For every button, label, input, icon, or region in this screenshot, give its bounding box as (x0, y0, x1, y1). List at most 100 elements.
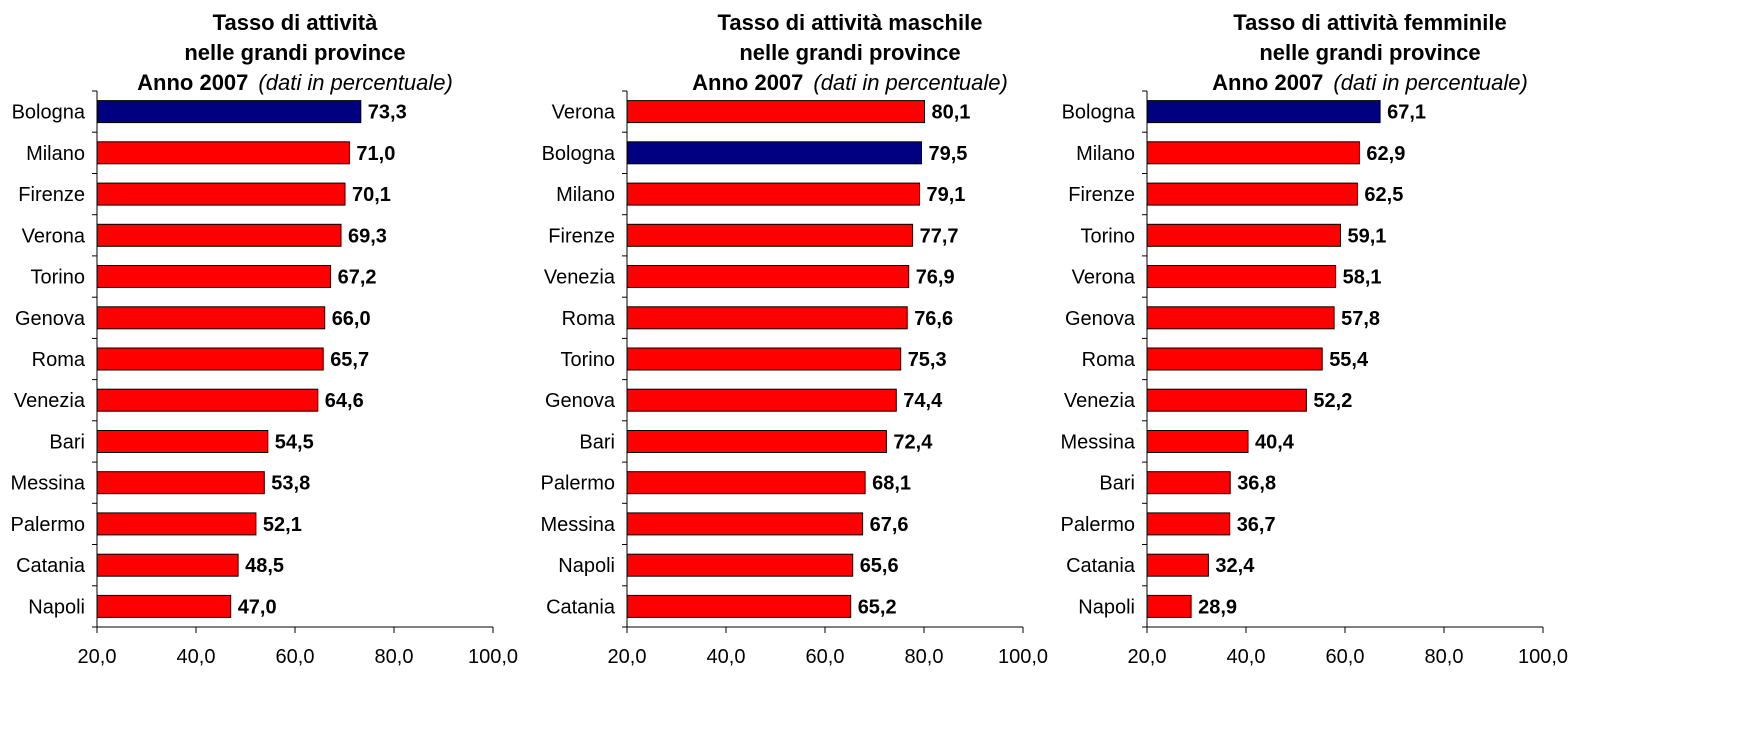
bar-roma (96, 347, 324, 371)
x-tick-label: 100,0 (998, 646, 1048, 668)
x-tick-label: 60,0 (276, 646, 315, 668)
category-label: Firenze (1068, 184, 1135, 206)
x-tick-label: 20,0 (608, 646, 647, 668)
value-label: 47,0 (238, 596, 277, 618)
category-label: Catania (16, 555, 86, 577)
value-label: 52,1 (263, 514, 302, 536)
bar-catania (626, 594, 852, 618)
category-label: Milano (556, 184, 615, 206)
value-label: 62,9 (1366, 143, 1405, 165)
chart-title-line-2: nelle grandi province (184, 40, 406, 65)
bar-bari (96, 430, 269, 453)
value-label: 54,5 (275, 432, 314, 454)
category-label: Verona (22, 225, 86, 247)
bar-bologna (626, 141, 922, 165)
bar-chart-total: Bologna 73,3 Milano 71,0 Firenze 70,1 Verona 69… (11, 90, 518, 668)
value-label: 67,6 (870, 514, 909, 536)
bar-venezia (626, 265, 910, 288)
bar-milano (626, 182, 920, 206)
value-label: 67,2 (338, 267, 377, 289)
bar-venezia (1146, 388, 1307, 412)
x-tick-label: 40,0 (177, 646, 216, 668)
category-label: Milano (1076, 143, 1135, 165)
bar-verona (96, 223, 342, 247)
value-label: 36,8 (1237, 473, 1276, 495)
category-label: Palermo (11, 514, 85, 536)
category-label: Milano (26, 143, 85, 165)
category-label: Catania (1066, 555, 1136, 577)
category-label: Catania (546, 596, 616, 618)
value-label: 28,9 (1198, 596, 1237, 618)
category-label: Torino (1081, 225, 1135, 247)
value-label: 52,2 (1313, 390, 1352, 412)
category-label: Messina (541, 514, 616, 536)
value-label: 53,8 (271, 473, 310, 495)
bar-torino (96, 265, 332, 288)
bar-genova (626, 388, 897, 412)
category-label: Roma (32, 349, 86, 371)
value-label: 75,3 (908, 349, 947, 371)
x-tick-label: 80,0 (1425, 646, 1464, 668)
category-label: Messina (11, 473, 86, 495)
value-label: 67,1 (1387, 102, 1426, 124)
category-label: Roma (562, 308, 616, 330)
chart-title-line-1: Tasso di attività maschile (717, 10, 983, 35)
chart-title-year: Anno 2007 (692, 70, 804, 95)
value-label: 65,2 (858, 596, 897, 618)
bar-genova (96, 306, 326, 330)
value-label: 32,4 (1215, 555, 1255, 577)
bar-palermo (96, 512, 257, 536)
bar-bologna (1146, 100, 1381, 124)
category-label: Genova (545, 390, 616, 412)
value-label: 40,4 (1255, 432, 1295, 454)
bar-torino (626, 347, 902, 371)
chart-title-line-1: Tasso di attività femminile (1233, 10, 1507, 35)
bar-roma (626, 306, 908, 330)
category-label: Genova (15, 308, 86, 330)
value-label: 64,6 (325, 390, 364, 412)
chart-title-line-2: nelle grandi province (1259, 40, 1481, 65)
chart-title-note: (dati in percentuale) (1333, 70, 1528, 95)
category-label: Firenze (18, 184, 85, 206)
category-label: Bari (1099, 473, 1135, 495)
category-label: Roma (1082, 349, 1136, 371)
category-label: Torino (31, 267, 85, 289)
bar-napoli (96, 594, 232, 618)
category-label: Palermo (1061, 514, 1135, 536)
chart-title-year: Anno 2007 (137, 70, 249, 95)
x-tick-label: 60,0 (1326, 646, 1365, 668)
category-label: Bari (579, 432, 615, 454)
bar-verona (1146, 265, 1337, 288)
value-label: 62,5 (1364, 184, 1403, 206)
bar-firenze (1146, 182, 1358, 206)
value-label: 48,5 (245, 555, 284, 577)
category-label: Messina (1061, 432, 1136, 454)
value-label: 36,7 (1237, 514, 1276, 536)
x-tick-label: 100,0 (468, 646, 518, 668)
value-label: 65,7 (330, 349, 369, 371)
category-label: Bari (49, 432, 85, 454)
bar-napoli (626, 553, 854, 577)
bar-messina (96, 471, 265, 495)
category-label: Napoli (28, 596, 85, 618)
bar-catania (1146, 553, 1209, 577)
category-label: Genova (1065, 308, 1136, 330)
chart-panel-male: Tasso di attività maschile nelle grandi … (530, 0, 1090, 739)
x-tick-label: 40,0 (1227, 646, 1266, 668)
bar-catania (96, 553, 239, 577)
value-label: 70,1 (352, 184, 391, 206)
bar-chart-female: Bologna 67,1 Milano 62,9 Firenze 62,5 Torino 59… (1061, 90, 1568, 668)
category-label: Verona (1072, 267, 1136, 289)
category-label: Torino (561, 349, 615, 371)
chart-title-line-1: Tasso di attività (212, 10, 378, 35)
value-label: 55,4 (1329, 349, 1369, 371)
value-label: 79,5 (929, 143, 968, 165)
bar-chart-male: Verona 80,1 Bologna 79,5 Milano 79,1 Firenze 77… (541, 90, 1048, 668)
bar-bologna (96, 100, 362, 124)
category-label: Bologna (12, 102, 86, 124)
value-label: 57,8 (1341, 308, 1380, 330)
chart-title: Tasso di attività femminile nelle grandi… (1145, 8, 1595, 98)
bar-bari (1146, 471, 1231, 495)
bar-firenze (96, 182, 346, 206)
value-label: 76,6 (914, 308, 953, 330)
